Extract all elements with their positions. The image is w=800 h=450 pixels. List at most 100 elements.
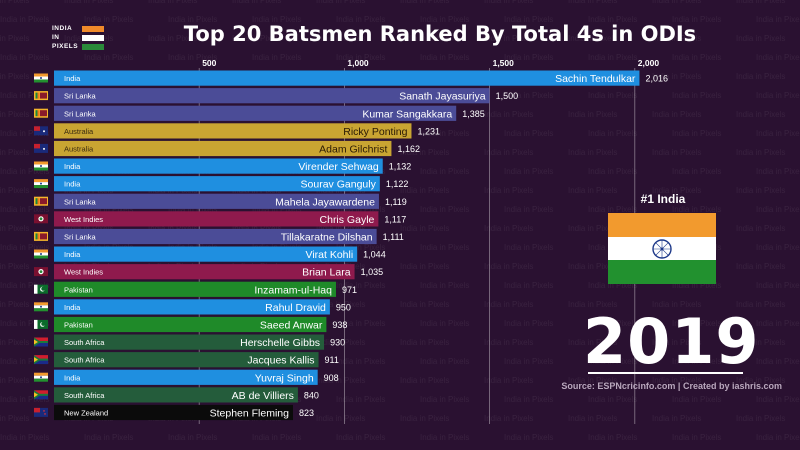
bar (54, 176, 380, 192)
bar-country-label: Sri Lanka (64, 197, 97, 206)
bar (54, 369, 318, 385)
chart-title: Top 20 Batsmen Ranked By Total 4s in ODI… (183, 22, 697, 46)
bar-player-label: Tillakaratne Dilshan (281, 232, 373, 244)
bar-player-label: Yuvraj Singh (255, 372, 314, 384)
x-tick-label: 1,000 (347, 58, 369, 68)
country-flag-icon (34, 161, 48, 171)
bar-country-label: India (64, 162, 81, 171)
bar-player-label: AB de Villiers (232, 390, 294, 402)
bar (54, 334, 325, 350)
bar-value-label: 1,117 (384, 214, 406, 224)
year-label: 2019 (583, 305, 760, 378)
country-flag-icon (34, 302, 48, 312)
bar-player-label: Virat Kohli (306, 249, 354, 261)
logo-text-in: IN (52, 34, 60, 41)
bar (54, 246, 358, 262)
bar-player-label: Herschelle Gibbs (240, 337, 320, 349)
year-underline (588, 372, 743, 374)
bar-value-label: 911 (325, 355, 339, 365)
india-flag-icon (608, 213, 716, 284)
bar-player-label: Virender Sehwag (298, 161, 379, 173)
bar-value-label: 1,132 (389, 162, 412, 172)
source-credit: Source: ESPNcricinfo.com | Created by ia… (561, 381, 782, 391)
bar (54, 88, 490, 104)
bar-player-label: Brian Lara (302, 267, 351, 279)
bar-player-label: Adam Gilchrist (319, 144, 387, 156)
bar-value-label: 930 (330, 338, 345, 348)
bar (54, 70, 640, 86)
country-flag-icon (34, 267, 48, 277)
country-flag-icon (34, 108, 48, 118)
bar-value-label: 938 (332, 320, 347, 330)
bar-value-label: 1,111 (383, 232, 404, 242)
bar (54, 105, 457, 121)
x-tick-label: 2,000 (638, 58, 660, 68)
bar-value-label: 1,044 (363, 250, 386, 260)
bar-player-label: Stephen Fleming (210, 408, 290, 420)
country-flag-icon (34, 372, 48, 382)
bar-country-label: West Indies (64, 215, 103, 224)
bar (54, 264, 355, 280)
bar-value-label: 1,385 (462, 109, 485, 119)
bar-value-label: 1,119 (385, 197, 407, 207)
bar-player-label: Rahul Dravid (265, 302, 326, 314)
india-in-pixels-logo: INDIA IN PIXELS (52, 24, 104, 51)
country-flag-icon (34, 73, 48, 83)
bar-player-label: Inzamam-ul-Haq (254, 284, 332, 296)
bar-value-label: 950 (336, 302, 351, 312)
country-flag-icon (34, 407, 48, 417)
country-flag-icon (34, 231, 48, 241)
bar-value-label: 1,500 (496, 91, 519, 101)
bar-country-label: South Africa (64, 356, 105, 365)
bar (54, 228, 377, 245)
bar-player-label: Sourav Ganguly (301, 179, 377, 191)
country-flag-icon (34, 337, 48, 347)
bar-country-label: West Indies (64, 268, 103, 277)
bar-value-label: 823 (299, 408, 314, 418)
logo-text-pixels: PIXELS (52, 43, 79, 50)
bar-country-label: South Africa (64, 338, 105, 347)
country-flag-icon (34, 126, 48, 136)
country-flag-icon (34, 355, 48, 365)
bar-player-label: Kumar Sangakkara (362, 108, 452, 120)
country-flag-icon (34, 319, 48, 329)
bar-player-label: Jacques Kallis (247, 355, 314, 367)
bar-value-label: 1,231 (417, 126, 440, 136)
bar-country-label: Pakistan (64, 285, 93, 294)
bar-country-label: India (64, 250, 81, 259)
country-flag-icon (34, 214, 48, 224)
bar-country-label: Pakistan (64, 321, 93, 330)
bar (54, 316, 327, 333)
bar-country-label: New Zealand (64, 409, 108, 418)
bar-player-label: Mahela Jayawardene (275, 196, 375, 208)
bar-player-label: Sachin Tendulkar (555, 73, 636, 85)
logo-text-india: INDIA (52, 25, 73, 32)
bar-country-label: Sri Lanka (64, 233, 97, 242)
country-flag-icon (34, 196, 48, 206)
bar-value-label: 840 (304, 390, 319, 400)
bar-value-label: 1,122 (386, 179, 409, 189)
x-tick-label: 1,500 (493, 58, 515, 68)
country-flag-icon (34, 179, 48, 189)
bar-value-label: 1,162 (397, 144, 420, 154)
bar-player-label: Saeed Anwar (260, 320, 323, 332)
bar (54, 404, 293, 421)
bar (54, 193, 379, 209)
bar (54, 281, 336, 297)
bar-country-label: India (64, 373, 81, 382)
bar-country-label: Sri Lanka (64, 109, 97, 118)
bar-country-label: India (64, 180, 81, 189)
bar-country-label: India (64, 303, 81, 312)
bar-player-label: Ricky Ponting (343, 126, 407, 138)
country-flag-icon (34, 284, 48, 294)
country-flag-icon (34, 91, 48, 101)
bar-country-label: Sri Lanka (64, 92, 97, 101)
bar (54, 387, 298, 403)
bar-country-label: Australia (64, 145, 94, 154)
bar-player-label: Chris Gayle (320, 214, 375, 226)
leader-rank-label: #1 India (640, 192, 686, 206)
x-tick-label: 500 (202, 58, 216, 68)
bar-value-label: 971 (342, 285, 357, 295)
bar (54, 211, 379, 227)
